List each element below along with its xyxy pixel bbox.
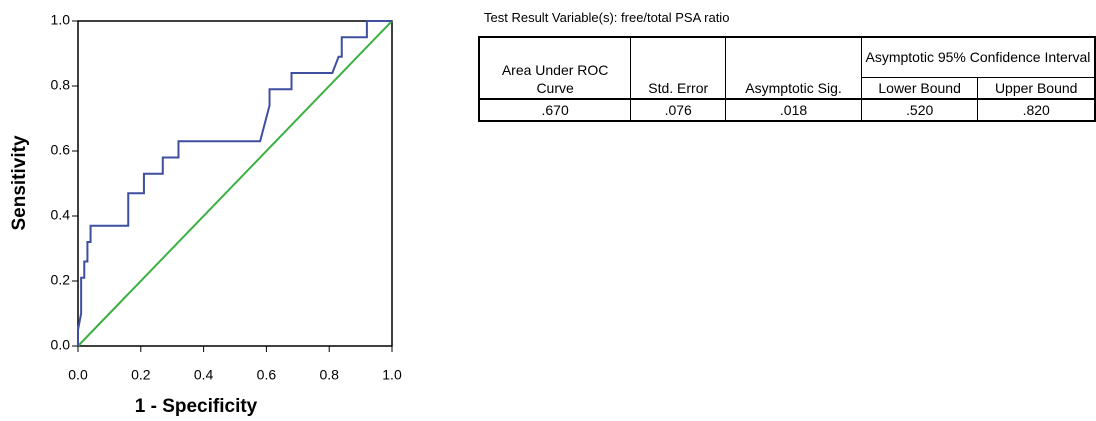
subheader-cell: Lower Bound [860,76,979,99]
x-tick-label: 0.6 [257,367,277,383]
subheader-cell: Upper Bound [977,76,1096,99]
y-tick-label: 0.4 [51,207,71,223]
x-tick-label: 1.0 [382,367,402,383]
data-cell: .520 [860,97,979,121]
header-cell: Area Under ROC Curve [478,36,632,99]
y-tick-label: 0.2 [51,272,71,288]
y-tick-label: 0.8 [51,77,71,93]
roc-line [77,20,393,347]
data-cell: .670 [478,97,632,121]
x-tick-label: 0.0 [68,367,88,383]
chart: 1 - Specificity Sensitivity 0.0 0.2 0.4 0.6… [9,12,402,417]
data-cell: .820 [977,97,1096,121]
roc-line [77,20,392,346]
x-tick-label: 0.4 [194,367,214,383]
data-cell: .018 [725,97,862,121]
y-axis-label: Sensitivity [9,135,30,230]
x-tick-label: 0.2 [131,367,151,383]
x-tick-label: 0.8 [319,367,339,383]
data-cell: .076 [630,97,727,121]
y-tick-label: 0.6 [51,142,71,158]
y-tick-label: 0.0 [51,337,71,353]
y-tick-label: 1.0 [51,12,71,28]
group-header: Asymptotic 95% Confidence Interval [860,36,1096,78]
plot-frame [77,20,393,347]
header-cell: Asymptotic Sig. [725,36,862,99]
table-caption: Test Result Variable(s): free/total PSA … [484,10,730,25]
results-table: Area Under ROC Curve Std. Error Asymptot… [478,36,1096,122]
header-cell: Std. Error [630,36,727,99]
x-axis-label: 1 - Specificity [135,396,258,417]
